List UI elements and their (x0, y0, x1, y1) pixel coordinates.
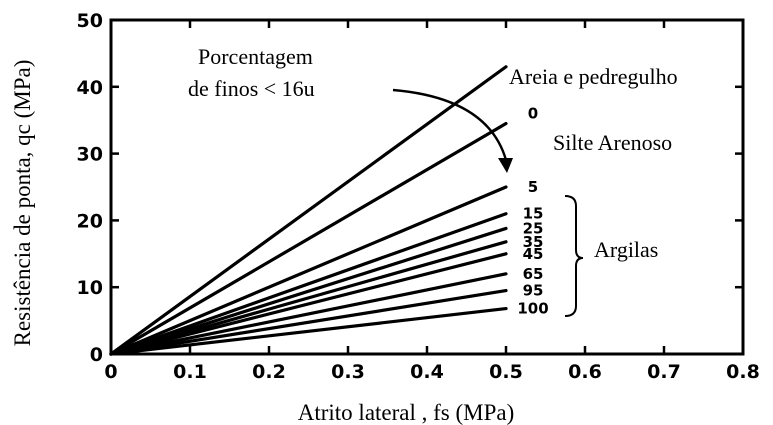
annotation-arrow (392, 88, 508, 161)
series-label-7: 65 (523, 265, 544, 283)
series-label-5: 35 (523, 233, 544, 251)
series-label-0: Areia e pedregulho (509, 64, 678, 89)
series-label-4: 25 (523, 219, 544, 237)
series-line-7 (109, 272, 508, 356)
y-tick-label: 30 (77, 144, 103, 166)
y-tick-label: 40 (77, 77, 103, 99)
y-axis-label: Resistência de ponta, qc (MPa) (10, 60, 35, 347)
x-axis-label: Atrito lateral , fs (MPa) (298, 400, 515, 425)
silt-label: Silte Arenoso (553, 130, 672, 155)
series-line-9 (109, 306, 508, 356)
clay-brace (564, 195, 584, 317)
x-tick-label: 0.2 (252, 361, 286, 383)
series-label-1: 0 (528, 105, 538, 123)
y-tick-label: 0 (90, 344, 103, 366)
percent-annotation-line1: Porcentagem (198, 44, 313, 69)
series-label-2: 5 (528, 178, 538, 196)
x-tick-label: 0.6 (568, 361, 602, 383)
series-line-2 (109, 185, 508, 356)
y-tick-label: 10 (77, 277, 103, 299)
series-label-6: 45 (523, 245, 544, 263)
clay-label: Argilas (594, 237, 658, 262)
y-tick-label: 50 (77, 10, 103, 32)
series-line-3 (109, 212, 508, 356)
series-label-3: 15 (523, 205, 544, 223)
x-tick-label: 0.7 (647, 361, 681, 383)
x-tick-label: 0.3 (331, 361, 365, 383)
series-line-5 (109, 240, 508, 356)
series-lines (109, 65, 508, 356)
series-label-8: 95 (523, 282, 544, 300)
x-tick-label: 0.4 (410, 361, 444, 383)
series-line-4 (109, 226, 508, 356)
x-tick-label: 0.1 (173, 361, 207, 383)
y-tick-label: 20 (77, 210, 103, 232)
annotation-arrowhead (498, 158, 513, 173)
x-tick-label: 0.5 (489, 361, 523, 383)
series-label-9: 100 (517, 300, 548, 318)
x-tick-label: 0 (104, 361, 117, 383)
series-line-8 (109, 288, 508, 356)
percent-annotation-line2: de finos < 16u (188, 76, 315, 101)
series-line-6 (109, 252, 508, 356)
series-line-1 (109, 121, 508, 356)
series-line-0 (109, 65, 508, 356)
x-tick-label: 0.8 (726, 361, 760, 383)
